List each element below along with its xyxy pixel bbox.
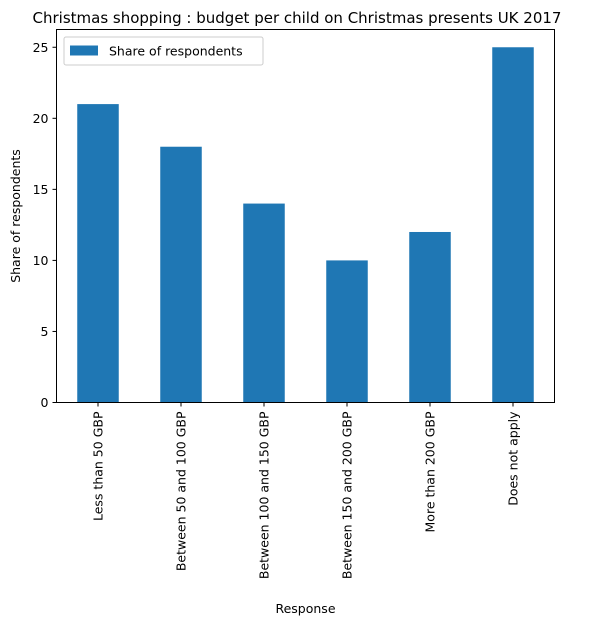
x-axis-ticks: Less than 50 GBP Between 50 and 100 GBP Be… (91, 403, 521, 580)
bar-0 (77, 104, 119, 402)
x-tick-label-2: Between 100 and 150 GBP (257, 411, 272, 579)
bar-4 (409, 232, 451, 403)
bar-2 (243, 204, 285, 403)
x-axis-label: Response (275, 601, 335, 616)
y-tick-label-2: 10 (33, 253, 49, 268)
x-tick-label-1: Between 50 and 100 GBP (174, 411, 189, 571)
legend: Share of respondents (64, 37, 263, 65)
x-tick-label-4: More than 200 GBP (423, 411, 438, 532)
y-tick-label-5: 25 (33, 40, 49, 55)
x-tick-label-3: Between 150 and 200 GBP (340, 411, 355, 579)
bars-layer (77, 47, 534, 402)
plot-frame (57, 30, 555, 403)
x-tick-label-5: Does not apply (506, 411, 521, 506)
x-tick-label-0: Less than 50 GBP (91, 411, 106, 521)
y-axis-label: Share of respondents (8, 149, 23, 283)
bar-3 (326, 260, 368, 402)
y-axis-ticks: 0 5 10 15 20 25 (33, 40, 57, 410)
bar-5 (492, 47, 534, 402)
y-tick-label-0: 0 (41, 395, 49, 410)
bar-1 (160, 147, 202, 403)
legend-swatch (70, 46, 98, 56)
y-tick-label-1: 5 (41, 324, 49, 339)
y-tick-label-4: 20 (33, 111, 49, 126)
y-tick-label-3: 15 (33, 182, 49, 197)
chart-title: Christmas shopping : budget per child on… (33, 9, 562, 27)
legend-label: Share of respondents (109, 44, 243, 59)
